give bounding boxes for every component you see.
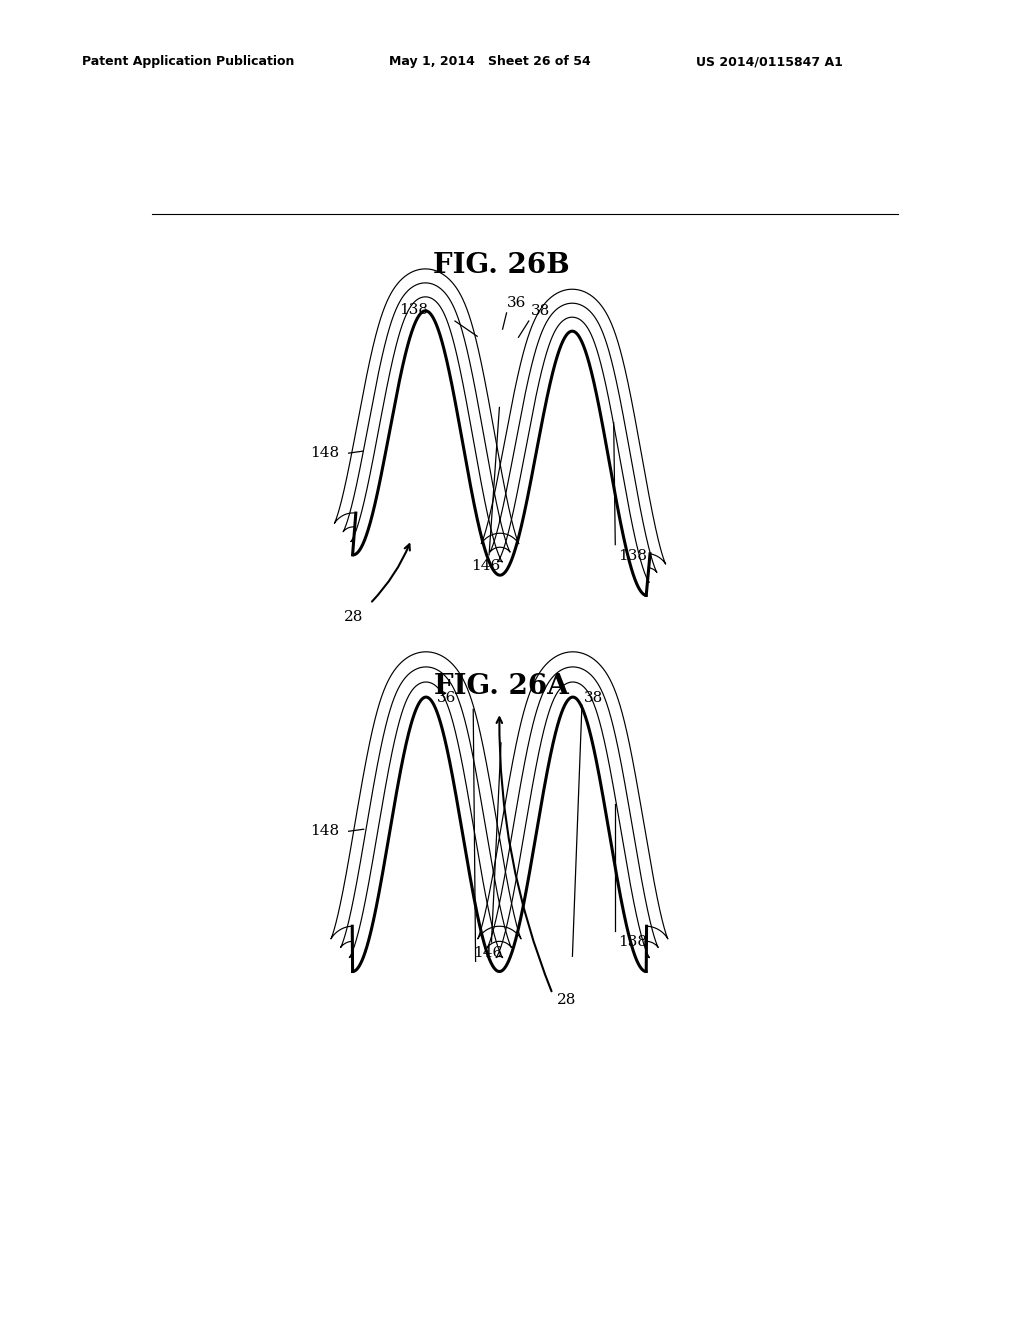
Text: 28: 28 [557,993,575,1007]
Text: 36: 36 [436,692,456,705]
Text: May 1, 2014   Sheet 26 of 54: May 1, 2014 Sheet 26 of 54 [389,55,591,69]
Text: Patent Application Publication: Patent Application Publication [82,55,294,69]
Text: 36: 36 [507,296,526,310]
Text: 146: 146 [473,946,503,960]
Text: FIG. 26B: FIG. 26B [433,252,569,279]
Text: US 2014/0115847 A1: US 2014/0115847 A1 [696,55,843,69]
Text: FIG. 26A: FIG. 26A [433,673,568,700]
Text: 138: 138 [399,304,428,317]
Text: 38: 38 [585,692,603,705]
Text: 38: 38 [531,304,550,318]
Text: 148: 148 [310,824,340,838]
Text: 148: 148 [310,446,340,461]
Text: 28: 28 [344,610,364,623]
Text: 138: 138 [618,935,647,949]
Text: 138: 138 [618,549,647,562]
Text: 146: 146 [471,558,500,573]
